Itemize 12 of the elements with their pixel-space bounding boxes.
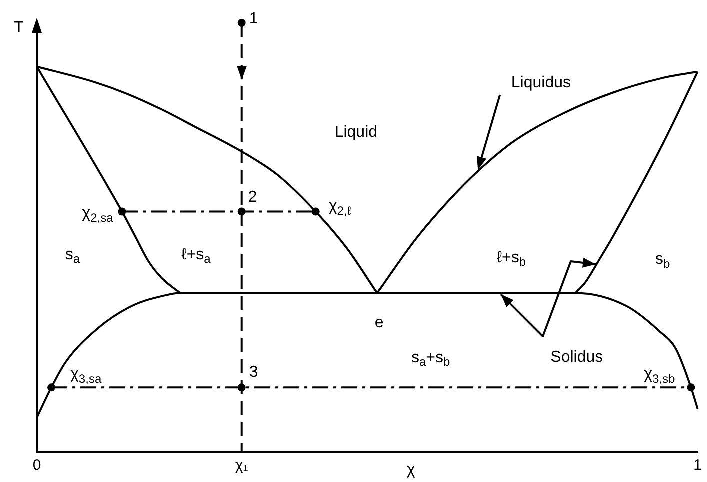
x-tick-label: 0 (32, 457, 42, 474)
annotation: e (374, 314, 384, 332)
annotation: 3 (249, 364, 258, 382)
x-axis-title: χ (406, 461, 416, 478)
y-axis-title: T (14, 19, 24, 36)
annotation: 2 (248, 189, 258, 206)
x-tick-label: χ₁ (235, 457, 248, 474)
annotation: Liquid (334, 124, 378, 142)
annotation: Liquidus (511, 74, 572, 92)
x-tick-label: 1 (694, 457, 702, 474)
annotation: 1 (249, 10, 258, 28)
annotation: Solidus (550, 349, 604, 366)
